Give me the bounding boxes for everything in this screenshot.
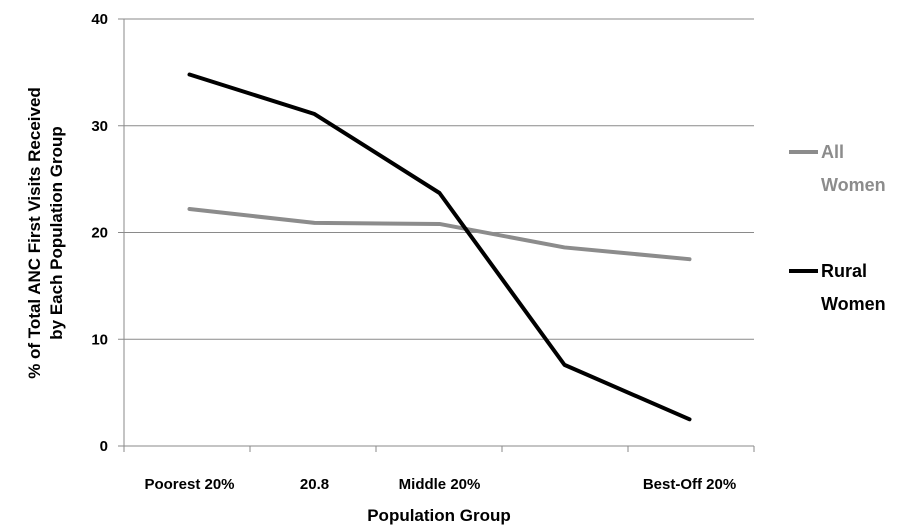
series-line-all-women — [187, 207, 692, 262]
legend-label: Rural — [821, 261, 867, 281]
series-lines — [187, 72, 692, 422]
legend-label: Women — [821, 294, 886, 314]
y-tick-label: 40 — [91, 11, 108, 28]
legend-label: All — [821, 142, 844, 162]
y-tick-label: 30 — [91, 118, 108, 135]
legend: All Women Rural Women — [789, 142, 886, 314]
x-tick-label: 20.8 — [300, 476, 329, 493]
y-tick-labels: 0 10 20 30 40 — [91, 11, 108, 455]
y-tick-label: 10 — [91, 331, 108, 348]
y-tick-label: 20 — [91, 225, 108, 242]
y-axis-title-line-1: % of Total ANC First Visits Received — [25, 87, 44, 379]
axes — [118, 18, 755, 452]
x-tick-label: Middle 20% — [399, 476, 481, 493]
x-tick-labels: Poorest 20% 20.8 Middle 20% Best-Off 20% — [144, 476, 736, 493]
x-tick-label: Best-Off 20% — [643, 476, 736, 493]
y-tick-label: 0 — [100, 438, 108, 455]
gridlines — [124, 18, 754, 340]
y-axis-title: % of Total ANC First Visits Received by … — [25, 87, 66, 379]
y-axis-title-line-2: by Each Population Group — [47, 126, 66, 339]
x-axis-title: Population Group — [367, 506, 511, 525]
series-line-rural-women — [187, 72, 692, 422]
x-tick-label: Poorest 20% — [144, 476, 234, 493]
legend-label: Women — [821, 175, 886, 195]
